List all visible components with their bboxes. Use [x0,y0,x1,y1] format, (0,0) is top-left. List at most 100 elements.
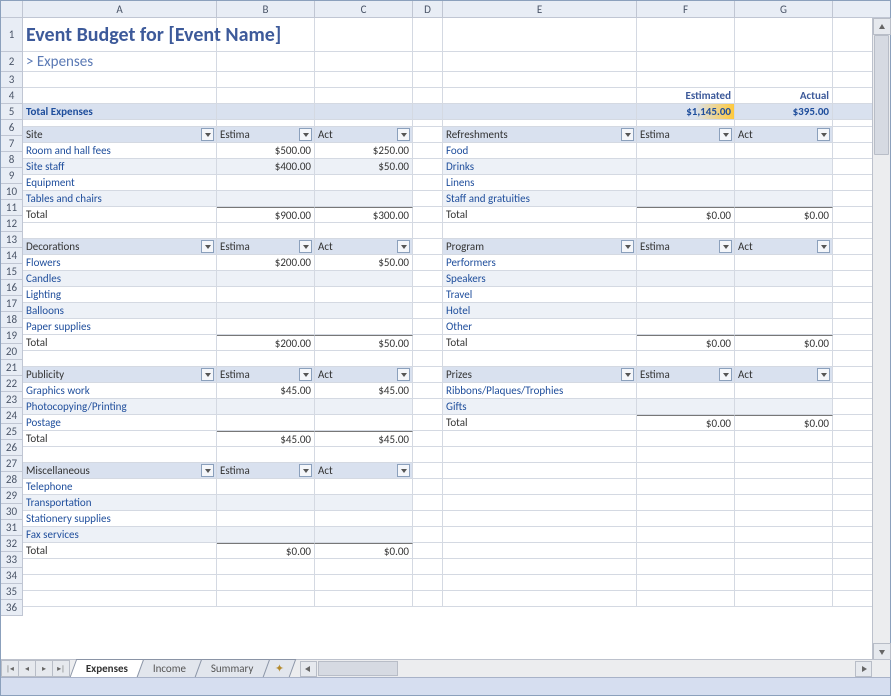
item-name[interactable]: Drinks [443,159,637,174]
col-header-actual[interactable]: Act [735,367,833,382]
item-actual[interactable] [735,383,833,398]
item-estimated[interactable] [217,415,315,430]
item-actual[interactable] [735,271,833,286]
section-header[interactable]: Prizes [443,367,637,382]
item-name[interactable]: Ribbons/Plaques/Trophies [443,383,637,398]
col-header-actual[interactable]: Act [315,127,413,142]
section-header[interactable]: Decorations [23,239,217,254]
col-header-actual[interactable]: Act [735,127,833,142]
sheet-tab-income[interactable]: Income [137,659,203,677]
item-estimated[interactable]: $45.00 [217,383,315,398]
item-estimated[interactable] [637,319,735,334]
grid-area[interactable]: Event Budget for [Event Name]> ExpensesE… [23,18,872,660]
col-header-estimated[interactable]: Estima [217,367,315,382]
tab-nav-next[interactable]: ▸ [35,660,53,677]
filter-dropdown-icon[interactable] [299,464,312,477]
item-actual[interactable] [315,415,413,430]
filter-dropdown-icon[interactable] [201,368,214,381]
col-header-actual[interactable]: Act [315,367,413,382]
row-header-1[interactable]: 1 [1,18,22,52]
item-name[interactable]: Speakers [443,271,637,286]
row-header-23[interactable]: 23 [1,392,22,408]
col-header-estimated[interactable]: Estima [217,127,315,142]
filter-dropdown-icon[interactable] [397,240,410,253]
item-actual[interactable] [315,495,413,510]
item-estimated[interactable] [637,175,735,190]
row-header-9[interactable]: 9 [1,168,22,184]
row-header-4[interactable]: 4 [1,88,22,104]
row-header-27[interactable]: 27 [1,456,22,472]
row-header-16[interactable]: 16 [1,280,22,296]
item-actual[interactable] [315,191,413,206]
item-name[interactable]: Photocopying/Printing [23,399,217,414]
item-name[interactable]: Flowers [23,255,217,270]
item-actual[interactable] [735,287,833,302]
row-header-12[interactable]: 12 [1,216,22,232]
item-name[interactable]: Balloons [23,303,217,318]
filter-dropdown-icon[interactable] [299,240,312,253]
scroll-thumb-vertical[interactable] [874,35,889,155]
item-name[interactable]: Telephone [23,479,217,494]
filter-dropdown-icon[interactable] [719,240,732,253]
item-name[interactable]: Staff and gratuities [443,191,637,206]
item-name[interactable]: Tables and chairs [23,191,217,206]
row-header-26[interactable]: 26 [1,440,22,456]
item-name[interactable]: Hotel [443,303,637,318]
tab-nav-last[interactable]: ▸| [52,660,70,677]
row-header-19[interactable]: 19 [1,328,22,344]
item-estimated[interactable] [217,511,315,526]
tab-nav-prev[interactable]: ◂ [18,660,36,677]
item-name[interactable]: Postage [23,415,217,430]
filter-dropdown-icon[interactable] [621,128,634,141]
item-actual[interactable] [735,159,833,174]
row-header-5[interactable]: 5 [1,104,22,120]
item-estimated[interactable] [217,287,315,302]
sheet-tab-expenses[interactable]: Expenses [70,659,145,677]
item-name[interactable]: Performers [443,255,637,270]
item-estimated[interactable] [637,191,735,206]
item-estimated[interactable] [637,287,735,302]
row-header-8[interactable]: 8 [1,152,22,168]
column-header-F[interactable]: F [637,1,735,17]
item-actual[interactable] [735,255,833,270]
item-estimated[interactable]: $500.00 [217,143,315,158]
row-header-34[interactable]: 34 [1,568,22,584]
item-estimated[interactable] [217,175,315,190]
row-header-36[interactable]: 36 [1,600,22,616]
vertical-scrollbar[interactable] [872,18,890,660]
col-header-actual[interactable]: Act [735,239,833,254]
row-header-31[interactable]: 31 [1,520,22,536]
new-sheet-tab[interactable]: ✦ [263,659,297,677]
section-header[interactable]: Publicity [23,367,217,382]
col-header-actual[interactable]: Act [315,239,413,254]
item-estimated[interactable] [637,399,735,414]
item-name[interactable]: Paper supplies [23,319,217,334]
row-header-14[interactable]: 14 [1,248,22,264]
row-header-17[interactable]: 17 [1,296,22,312]
filter-dropdown-icon[interactable] [299,128,312,141]
filter-dropdown-icon[interactable] [397,128,410,141]
item-estimated[interactable]: $400.00 [217,159,315,174]
column-header-B[interactable]: B [217,1,315,17]
filter-dropdown-icon[interactable] [621,368,634,381]
item-actual[interactable]: $50.00 [315,159,413,174]
item-actual[interactable]: $45.00 [315,383,413,398]
scroll-up-button[interactable] [873,18,891,35]
item-actual[interactable]: $50.00 [315,255,413,270]
section-header[interactable]: Site [23,127,217,142]
column-header-A[interactable]: A [23,1,217,17]
filter-dropdown-icon[interactable] [817,240,830,253]
horizontal-scrollbar[interactable] [300,660,890,677]
item-estimated[interactable] [217,271,315,286]
item-estimated[interactable] [637,271,735,286]
scroll-right-button[interactable] [855,661,872,677]
item-name[interactable]: Food [443,143,637,158]
item-name[interactable]: Site staff [23,159,217,174]
row-header-7[interactable]: 7 [1,136,22,152]
filter-dropdown-icon[interactable] [719,368,732,381]
item-actual[interactable] [315,271,413,286]
filter-dropdown-icon[interactable] [397,368,410,381]
row-header-10[interactable]: 10 [1,184,22,200]
filter-dropdown-icon[interactable] [719,128,732,141]
row-header-35[interactable]: 35 [1,584,22,600]
